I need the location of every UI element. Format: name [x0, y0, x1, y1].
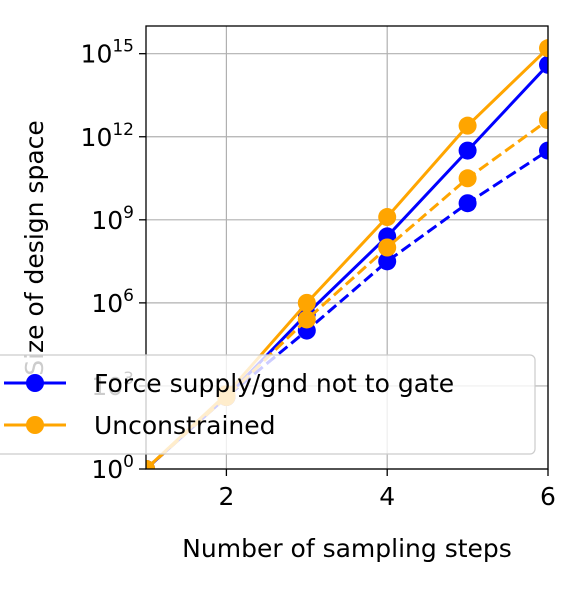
x-tick-label: 2 — [218, 482, 234, 511]
y-tick-label: 109 — [91, 203, 134, 235]
data-point — [539, 55, 548, 74]
data-point — [146, 460, 155, 469]
data-point — [458, 194, 477, 213]
y-tick-label: 1015 — [81, 37, 134, 69]
data-point — [297, 310, 316, 329]
y-tick-label: 1012 — [81, 120, 134, 152]
x-axis-label: Number of sampling steps — [182, 534, 512, 563]
data-point — [297, 293, 316, 312]
legend: Force supply/gnd not to gate Unconstraine… — [0, 354, 536, 455]
legend-marker — [26, 374, 44, 392]
data-point — [378, 208, 397, 227]
x-tick-label: 6 — [540, 482, 556, 511]
legend-label: Unconstrained — [94, 411, 276, 440]
data-point — [458, 169, 477, 188]
data-point — [539, 39, 548, 58]
data-point — [539, 111, 548, 130]
y-axis-label: Size of design space — [20, 120, 49, 376]
data-point — [378, 252, 397, 271]
x-tick-label: 4 — [379, 482, 395, 511]
data-point — [458, 141, 477, 160]
data-point — [458, 116, 477, 135]
data-point — [378, 238, 397, 257]
legend-label: Force supply/gnd not to gate — [94, 369, 454, 398]
data-point — [539, 141, 548, 160]
plot-frame — [145, 25, 549, 470]
legend-marker — [26, 416, 44, 434]
y-tick-label: 100 — [91, 452, 134, 484]
x-axis-ticks: 2 4 6 — [218, 469, 556, 511]
y-tick-label: 106 — [91, 286, 134, 318]
legend-box — [0, 354, 536, 455]
